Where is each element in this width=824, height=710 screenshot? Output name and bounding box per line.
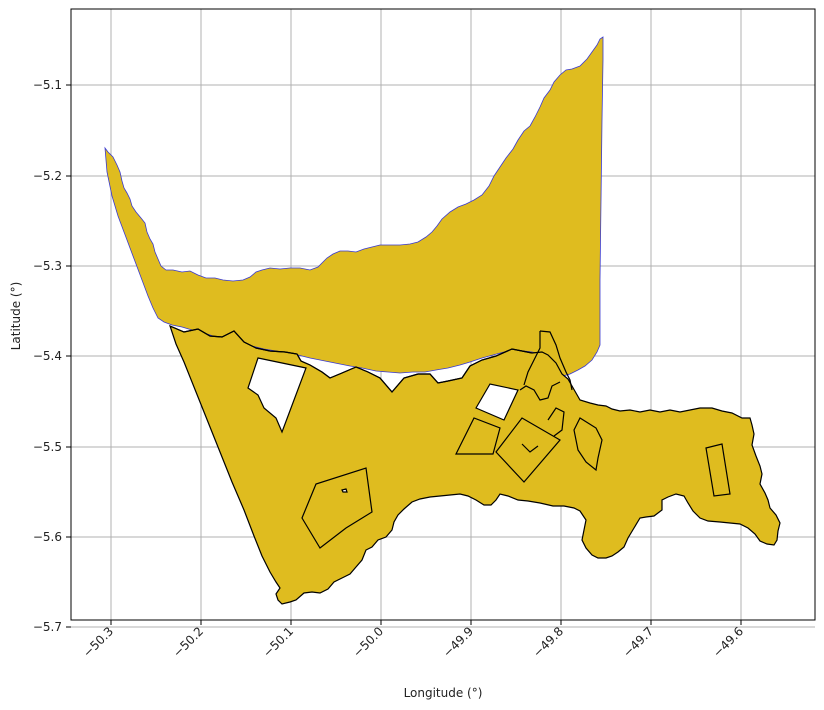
ytick-label: −5.3 [33, 259, 62, 273]
ytick-label: −5.7 [33, 620, 62, 634]
hole-west [247, 357, 307, 434]
boundary-south-poly [301, 467, 373, 549]
boundary-diamond [495, 417, 561, 483]
boundary-notch-a [547, 407, 565, 437]
holes [247, 357, 519, 493]
xtick-label: −49.8 [530, 624, 566, 660]
xtick-label: −49.9 [440, 624, 476, 660]
boundary-east-rect [705, 443, 731, 497]
x-axis-title: Longitude (°) [404, 686, 483, 700]
boundary-center [519, 381, 561, 401]
hole-center [475, 383, 519, 421]
y-tick-labels: −5.1 −5.2 −5.3 −5.4 −5.5 −5.6 −5.7 [33, 78, 62, 634]
axes-frame [70, 8, 816, 621]
xtick-label: −50.1 [260, 624, 296, 660]
xtick-label: −50.0 [350, 624, 386, 660]
boundary-small-link [521, 443, 539, 453]
ytick-label: −5.6 [33, 530, 62, 544]
ytick-label: −5.1 [33, 78, 62, 92]
boundary-south-north [169, 325, 533, 393]
boundary-east-strip [539, 330, 573, 391]
boundary-triangle-a [455, 417, 501, 455]
xtick-label: −49.7 [620, 624, 656, 660]
ytick-label: −5.2 [33, 169, 62, 183]
region-upper [104, 36, 604, 377]
xtick-label: −50.2 [170, 624, 206, 660]
boundary-notch-b [573, 417, 603, 472]
hole-dot [341, 488, 348, 493]
y-axis-title: Latitude (°) [9, 282, 23, 351]
boundary-mid-north [523, 331, 541, 386]
tick-marks [66, 84, 742, 628]
xtick-label: −49.6 [710, 624, 746, 660]
x-tick-labels: −50.3 −50.2 −50.1 −50.0 −49.9 −49.8 −49.… [80, 624, 746, 660]
xtick-label: −50.3 [80, 624, 116, 660]
ytick-label: −5.5 [33, 440, 62, 454]
ytick-label: −5.4 [33, 349, 62, 363]
internal-boundaries [169, 325, 731, 549]
